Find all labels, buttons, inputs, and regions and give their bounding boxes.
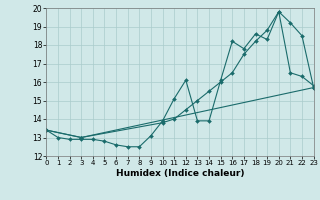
X-axis label: Humidex (Indice chaleur): Humidex (Indice chaleur) [116,169,244,178]
